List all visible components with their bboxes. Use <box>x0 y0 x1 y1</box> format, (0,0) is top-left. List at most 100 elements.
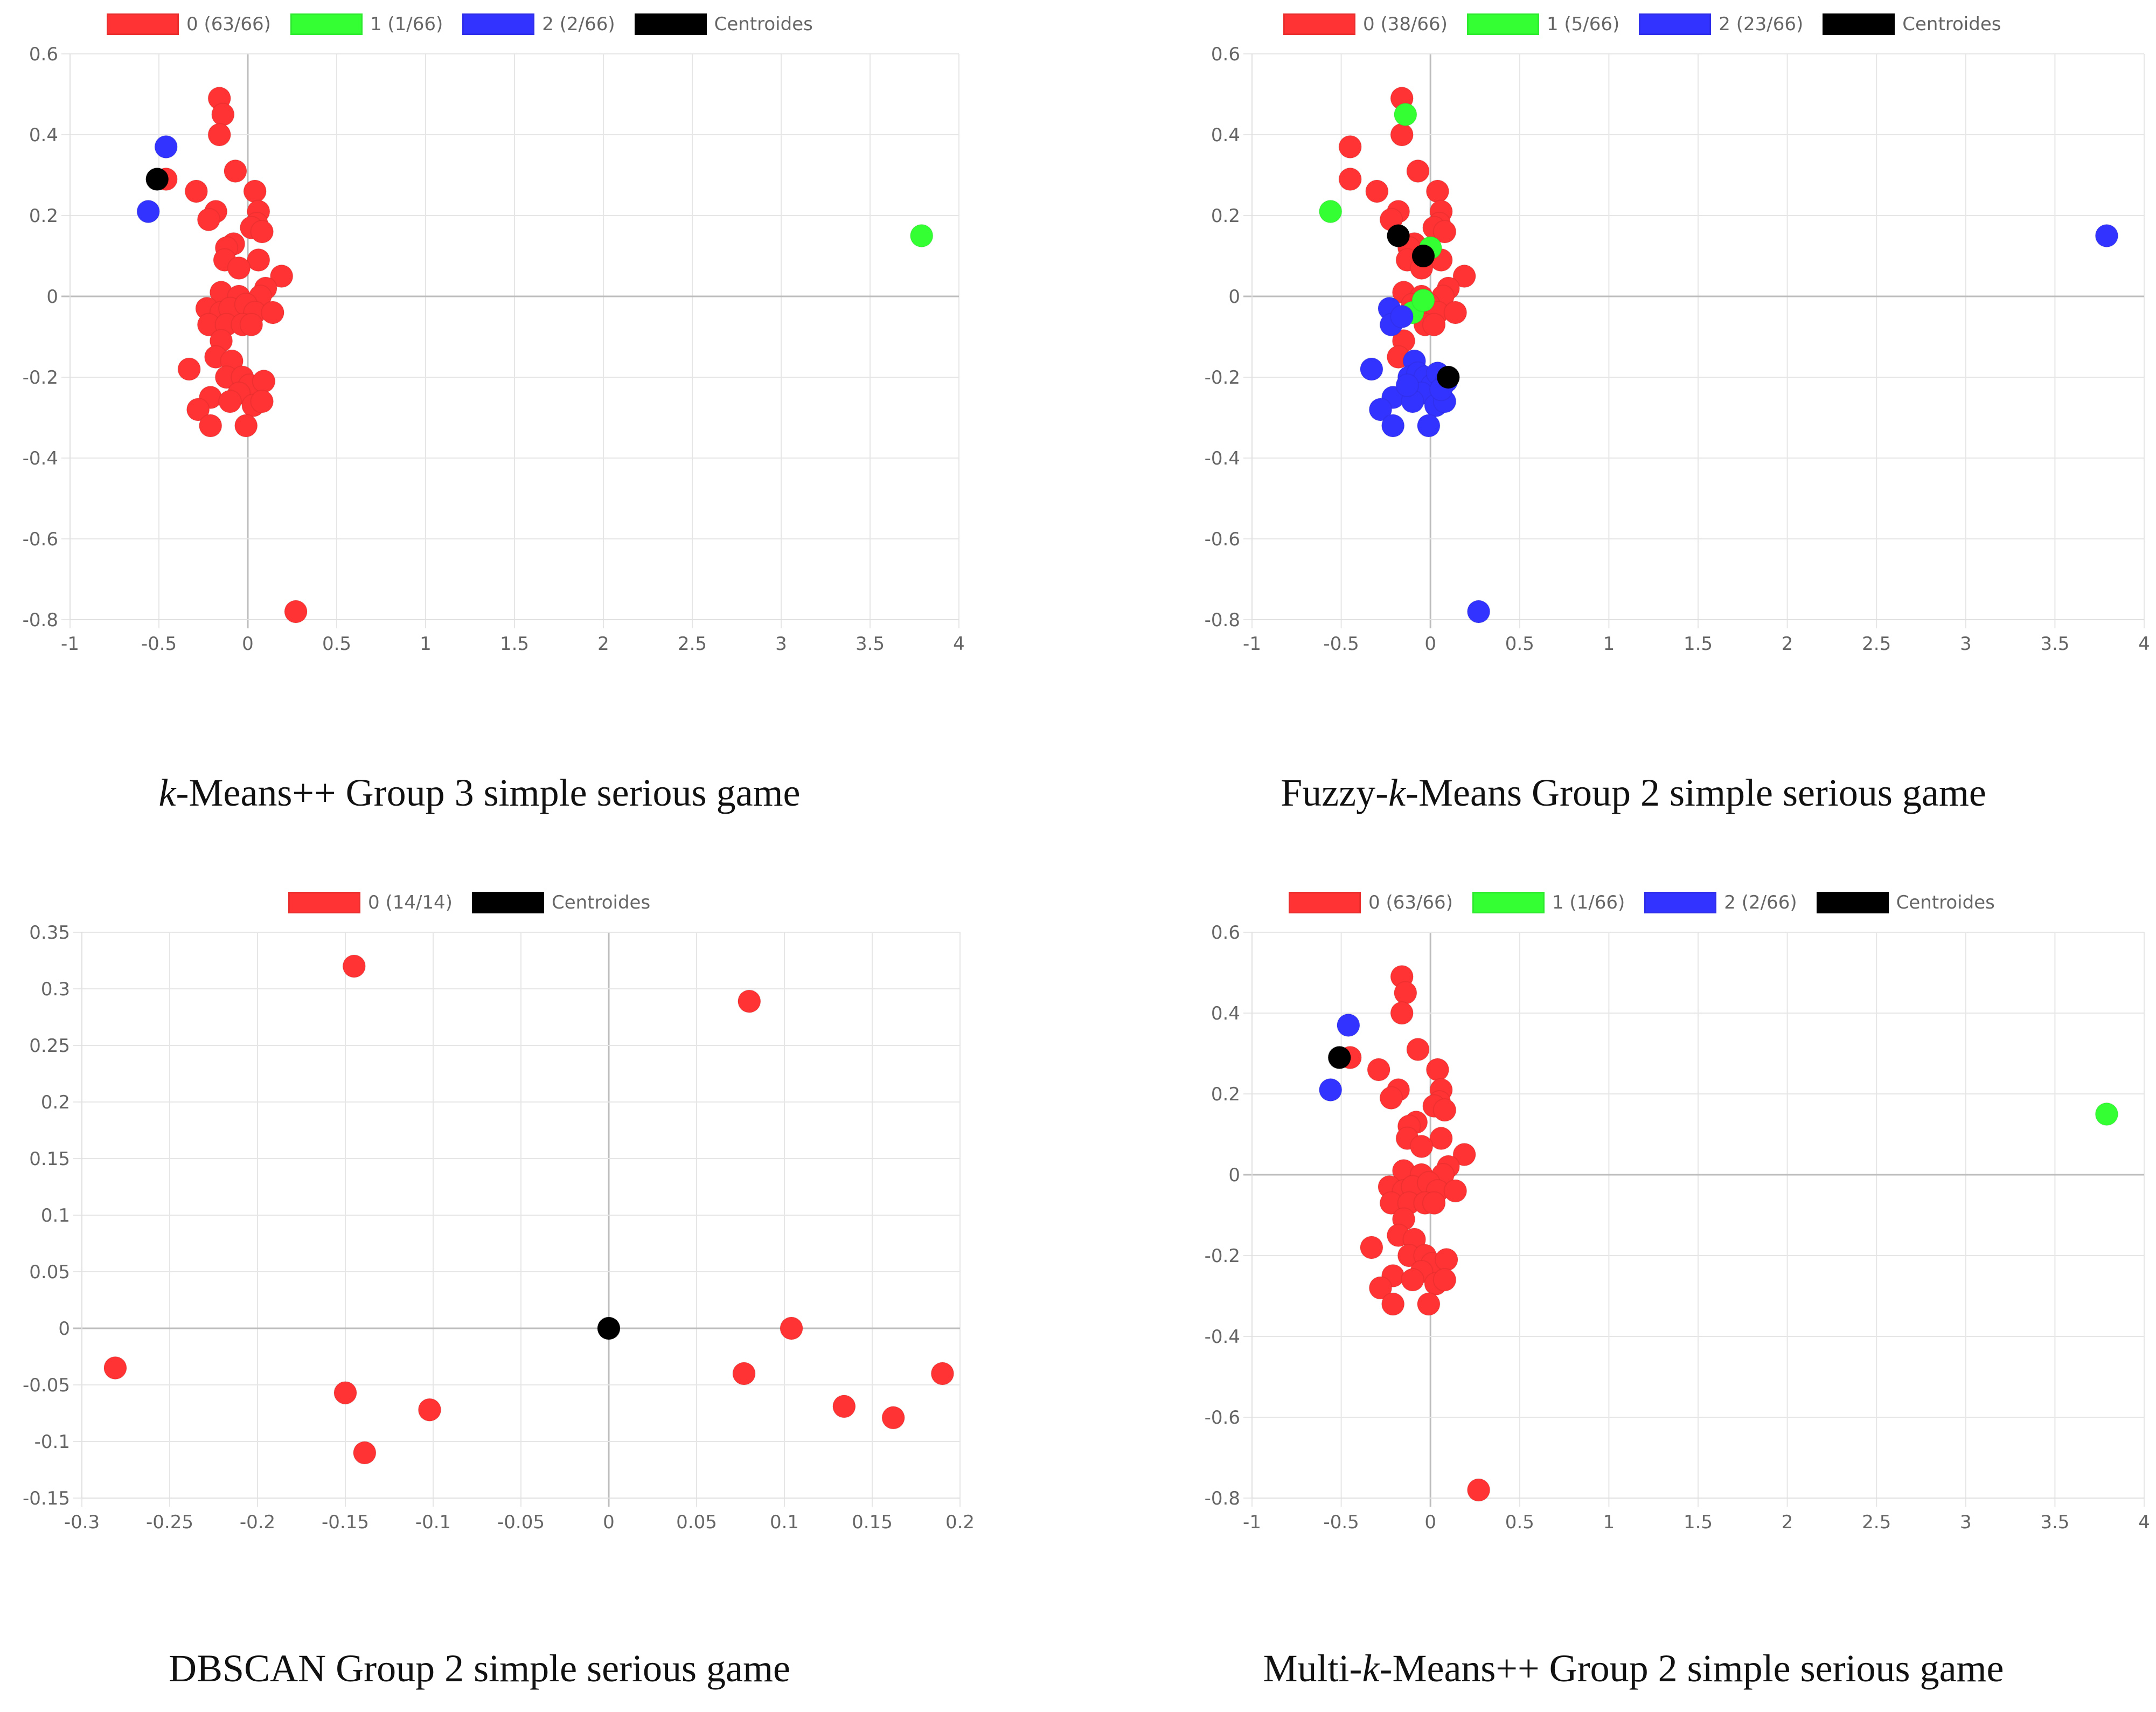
x-tick-label: 1.5 <box>500 633 529 655</box>
scatter-plot: -1 -0.5 0 0.5 1 1.5 2 2.5 3 3.5 4 -0.8 -0.6 -0.4 -0.2 0… <box>23 44 965 655</box>
legend-item-cluster-0[interactable]: 0 (38/66) <box>1283 13 1448 35</box>
data-point <box>211 102 235 127</box>
legend-item-cluster-1[interactable]: 1 (5/66) <box>1466 13 1620 35</box>
y-tick-label: 0 <box>1228 286 1240 308</box>
centroid-point <box>145 167 169 191</box>
legend-label: 1 (1/66) <box>370 13 443 35</box>
data-point <box>136 199 161 224</box>
data-point <box>352 1441 377 1465</box>
x-tick-label: 0 <box>1424 1512 1436 1533</box>
chart-legend: 0 (38/66) 1 (5/66) 2 (23/66) Centroides <box>1283 13 2020 35</box>
y-tick-label: -0.6 <box>23 529 58 550</box>
data-point <box>1432 1268 1457 1292</box>
data-point <box>737 989 761 1014</box>
data-point <box>234 414 258 438</box>
x-tick-label: 0.15 <box>852 1512 893 1533</box>
chart-legend: 0 (63/66) 1 (1/66) 2 (2/66) Centroides <box>1289 892 2014 913</box>
x-tick-label: 4 <box>953 633 965 655</box>
y-tick-label: -0.2 <box>1205 1245 1240 1267</box>
x-tick-label: -0.25 <box>146 1512 193 1533</box>
x-tick-label: 1.5 <box>1684 633 1713 655</box>
legend-label: Centroides <box>714 13 813 35</box>
x-tick-label: 2.5 <box>1862 1512 1891 1533</box>
x-tick-label: 2 <box>1782 633 1793 655</box>
y-tick-label: -0.6 <box>1205 529 1240 550</box>
data-point <box>1390 123 1414 147</box>
legend-item-cluster-2[interactable]: 2 (23/66) <box>1639 13 1803 35</box>
legend-swatch <box>634 13 707 35</box>
data-point <box>1338 135 1362 159</box>
legend-item-cluster-0[interactable]: 0 (63/66) <box>107 13 271 35</box>
x-tick-label: -1 <box>61 633 79 655</box>
legend-item-cluster-2[interactable]: 2 (2/66) <box>1644 892 1797 913</box>
y-tick-label: 0.15 <box>29 1148 70 1170</box>
x-tick-label: -1 <box>1243 1512 1261 1533</box>
data-point <box>207 123 232 147</box>
legend-label: Centroides <box>1902 13 2001 35</box>
data-point <box>218 390 242 413</box>
data-point <box>342 954 366 978</box>
data-point <box>1318 199 1343 224</box>
data-point <box>780 1316 804 1340</box>
legend-item-cluster-0[interactable]: 0 (14/14) <box>288 892 453 913</box>
data-point <box>184 179 208 203</box>
legend-item-centroids[interactable]: Centroides <box>1823 13 2001 35</box>
legend-label: 1 (1/66) <box>1552 892 1625 913</box>
legend-item-centroids[interactable]: Centroides <box>1816 892 1995 913</box>
y-tick-label: -0.1 <box>34 1431 70 1453</box>
legend-swatch <box>1639 13 1712 35</box>
data-point <box>1367 1058 1391 1082</box>
data-point <box>930 1362 955 1385</box>
legend-label: 1 (5/66) <box>1546 13 1620 35</box>
data-point <box>418 1398 442 1422</box>
y-tick-label: 0.6 <box>29 44 58 65</box>
legend-item-centroids[interactable]: Centroides <box>471 892 650 913</box>
legend-swatch <box>1466 13 1539 35</box>
x-tick-label: 0.1 <box>770 1512 799 1533</box>
legend-item-cluster-1[interactable]: 1 (1/66) <box>290 13 443 35</box>
data-point <box>1365 179 1389 203</box>
data-point <box>2095 1102 2119 1126</box>
data-point <box>1359 1236 1383 1259</box>
x-tick-label: 3 <box>1960 633 1972 655</box>
y-tick-label: 0.2 <box>29 205 58 227</box>
data-point <box>832 1394 856 1418</box>
legend-label: 0 (63/66) <box>1368 892 1453 913</box>
x-tick-label: -0.2 <box>240 1512 275 1533</box>
legend-item-cluster-0[interactable]: 0 (63/66) <box>1289 892 1453 913</box>
centroid-point <box>1411 244 1435 268</box>
y-tick-label: 0.3 <box>41 979 70 1000</box>
legend-label: 2 (23/66) <box>1719 13 1804 35</box>
x-tick-label: -0.1 <box>415 1512 451 1533</box>
data-point <box>269 264 294 288</box>
data-point <box>333 1381 357 1405</box>
chart-caption: Fuzzy-k-Means Group 2 simple serious gam… <box>1281 771 1986 814</box>
data-point <box>1429 1126 1453 1150</box>
data-point <box>909 224 934 248</box>
legend-label: 2 (2/66) <box>542 13 615 35</box>
legend-item-cluster-1[interactable]: 1 (1/66) <box>1472 892 1625 913</box>
data-point <box>1452 1142 1477 1167</box>
y-tick-label: -0.8 <box>23 609 58 631</box>
data-point <box>1432 1098 1457 1122</box>
legend-label: 2 (2/66) <box>1724 892 1797 913</box>
data-point <box>239 313 263 337</box>
legend-swatch <box>1816 892 1889 913</box>
data-point <box>1443 1179 1468 1203</box>
data-point <box>1338 167 1362 191</box>
y-tick-label: -0.05 <box>23 1375 70 1396</box>
y-tick-label: -0.6 <box>1205 1407 1240 1429</box>
y-tick-label: -0.15 <box>23 1488 70 1509</box>
legend-item-cluster-2[interactable]: 2 (2/66) <box>462 13 615 35</box>
chart-kmeans-pp-group3: 0 (63/66) 1 (1/66) 2 (2/66) Centroides -… <box>0 0 1077 856</box>
scatter-plot: -0.3 -0.25 -0.2 -0.15 -0.1 -0.05 0 0.05 0.1 0.15 0… <box>23 922 975 1533</box>
legend-swatch <box>1283 13 1355 35</box>
x-tick-label: 2.5 <box>1862 633 1891 655</box>
x-tick-label: 1 <box>1603 633 1615 655</box>
data-point <box>284 600 308 623</box>
legend-label: 0 (38/66) <box>1363 13 1448 35</box>
x-tick-label: 2.5 <box>678 633 707 655</box>
data-point <box>103 1356 127 1380</box>
scatter-plot: -1 -0.5 0 0.5 1 1.5 2 2.5 3 3.5 4 -0.8 -0.6 -0.4 -0.2 0… <box>1205 44 2150 655</box>
legend-item-centroids[interactable]: Centroides <box>634 13 813 35</box>
